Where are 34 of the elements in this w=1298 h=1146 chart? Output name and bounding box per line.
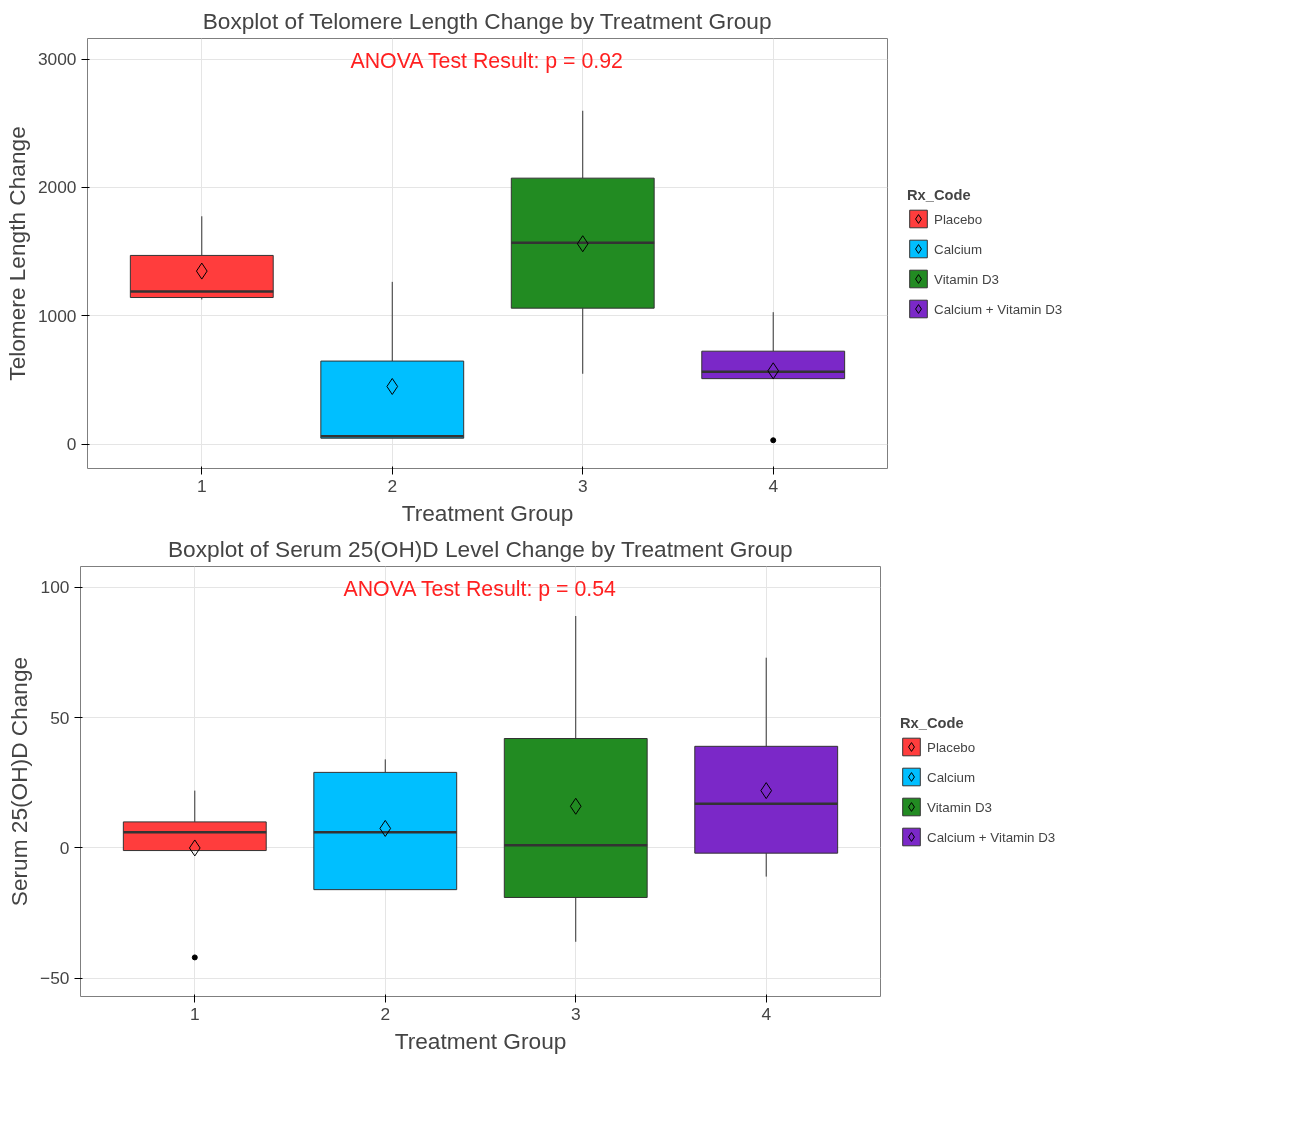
y-tick-label: 1000 [37, 305, 77, 326]
legend-label: Placebo [934, 211, 983, 226]
legend-title: Rx_Code [907, 186, 972, 203]
legend-title: Rx_Code [900, 714, 965, 731]
x-tick-label: 4 [761, 1003, 772, 1024]
legend-label: Vitamin D3 [927, 799, 992, 814]
x-axis-title: Treatment Group [401, 499, 574, 526]
y-axis-title: Serum 25(OH)D Change [6, 656, 33, 907]
legend-label: Calcium + Vitamin D3 [934, 301, 1063, 316]
legend-label: Calcium + Vitamin D3 [927, 829, 1056, 844]
x-tick-label: 1 [189, 1003, 200, 1024]
x-tick-label: 2 [387, 475, 398, 496]
y-tick-label: 3000 [37, 49, 77, 70]
y-tick-label: 0 [66, 434, 77, 455]
legend-label: Calcium [934, 241, 983, 256]
legend-label: Vitamin D3 [934, 271, 999, 286]
y-tick-label: 50 [50, 707, 70, 728]
legend-label: Placebo [927, 739, 976, 754]
x-tick-label: 3 [577, 475, 588, 496]
y-axis-title: Telomere Length Change [3, 126, 30, 381]
chart-title: Boxplot of Telomere Length Change by Treatment Group [202, 7, 772, 34]
x-axis-title: Treatment Group [394, 1027, 567, 1054]
x-tick-label: 2 [380, 1003, 391, 1024]
chart-title: Boxplot of Serum 25(OH)D Level Change by Treatment Group [167, 535, 793, 562]
y-tick-label: 0 [59, 837, 70, 858]
annotation: ANOVA Test Result: p = 0.54 [343, 576, 617, 601]
y-tick-label: 100 [40, 577, 70, 598]
y-tick-label: 2000 [37, 177, 77, 198]
y-tick-label: −50 [40, 968, 70, 989]
x-tick-label: 3 [570, 1003, 581, 1024]
x-tick-label: 4 [768, 475, 779, 496]
annotation: ANOVA Test Result: p = 0.92 [350, 48, 623, 73]
x-tick-label: 1 [196, 475, 207, 496]
legend-label: Calcium [927, 769, 976, 784]
